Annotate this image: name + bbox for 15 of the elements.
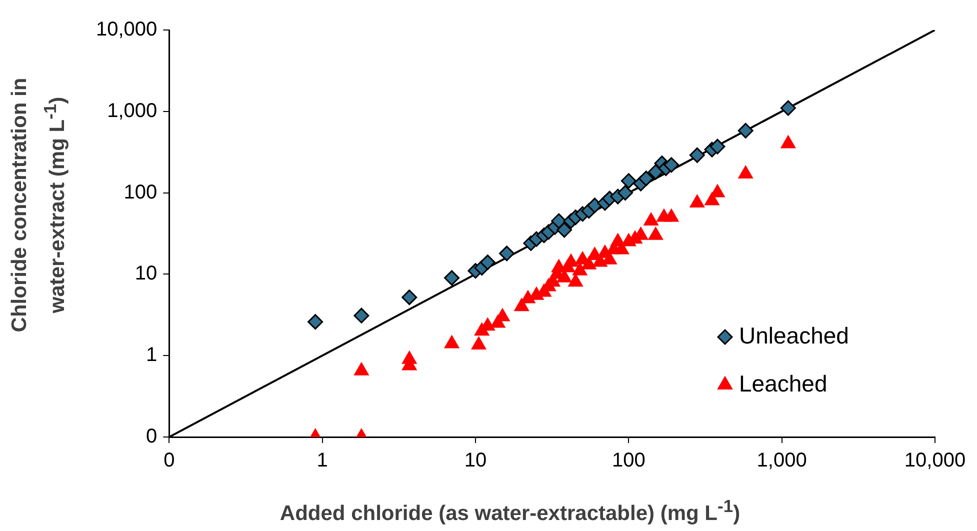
y-tick-label: 10 [134,262,158,285]
x-tick-label: 0 [164,450,175,472]
legend-label: Leached [739,370,828,396]
legend-label: Unleached [739,322,849,348]
x-tick-label: 10 [464,450,487,472]
x-tick-label: 10,000 [904,450,966,472]
x-tick-label: 1 [316,450,328,472]
y-tick-label: 1,000 [107,100,158,122]
x-tick-label: 100 [612,450,646,472]
x-tick-label: 1,000 [756,450,807,472]
y-tick-label: 1 [146,344,158,366]
x-axis-title: Added chloride (as water-extractable) (mg L$^{-1}$) [278,496,742,526]
y-tick-label: 10,000 [96,18,158,41]
y-tick-label: 0 [146,426,158,448]
y-tick-label: 100 [124,181,158,204]
